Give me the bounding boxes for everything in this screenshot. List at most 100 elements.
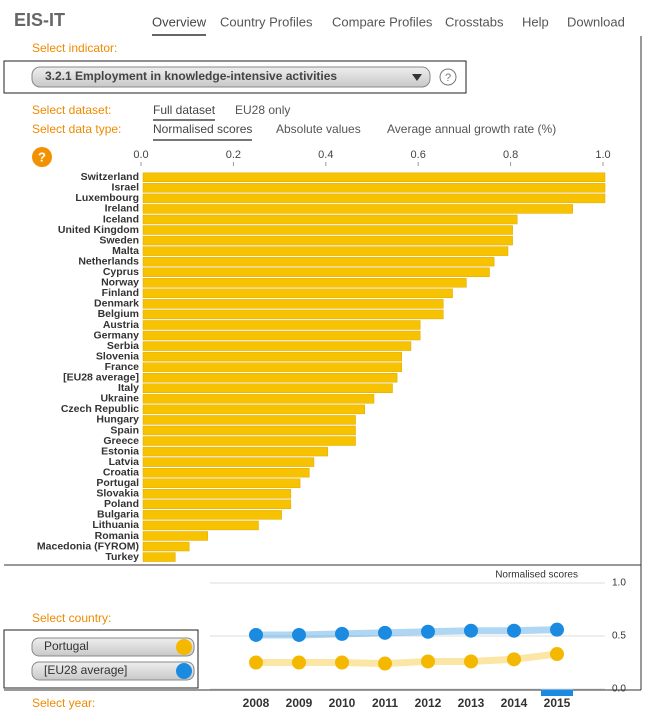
bar[interactable] xyxy=(142,214,518,225)
bar[interactable] xyxy=(142,520,259,531)
x-tick-label[interactable]: 2009 xyxy=(286,696,313,710)
point[interactable] xyxy=(464,623,478,638)
bar[interactable] xyxy=(142,436,356,446)
data-type-option[interactable]: Average annual growth rate (%) xyxy=(387,122,556,136)
category-label: France xyxy=(105,361,140,373)
point[interactable] xyxy=(550,622,564,637)
series-line xyxy=(256,626,558,639)
data-type-option[interactable]: Normalised scores xyxy=(153,122,252,136)
bar[interactable] xyxy=(142,510,282,520)
x-tick-label: 0.8 xyxy=(503,149,518,161)
bar[interactable] xyxy=(142,373,398,383)
point[interactable] xyxy=(378,656,392,671)
bar[interactable] xyxy=(142,425,356,436)
category-label: Cyprus xyxy=(103,266,139,278)
point[interactable] xyxy=(335,626,349,641)
data-type-option[interactable]: Absolute values xyxy=(276,122,361,136)
category-label: Belgium xyxy=(98,308,139,320)
dropdown-arrow xyxy=(412,74,422,81)
bar[interactable] xyxy=(142,552,176,562)
country-name[interactable]: [EU28 average] xyxy=(44,663,127,677)
category-label: Croatia xyxy=(103,466,139,478)
bar[interactable] xyxy=(142,256,495,267)
bar[interactable] xyxy=(142,489,292,499)
indicator-value[interactable]: 3.2.1 Employment in knowledge-intensive … xyxy=(45,69,337,83)
bar[interactable] xyxy=(142,193,606,204)
bar[interactable] xyxy=(142,299,444,309)
help-icon[interactable] xyxy=(439,68,457,86)
x-tick-label: 0.4 xyxy=(318,149,333,161)
bar[interactable] xyxy=(142,415,356,425)
x-tick-label[interactable]: 2010 xyxy=(329,696,356,710)
nav-item[interactable]: Download xyxy=(567,14,625,29)
bar[interactable] xyxy=(142,457,315,467)
country-box xyxy=(3,629,199,689)
bar[interactable] xyxy=(142,172,606,183)
point[interactable] xyxy=(292,627,306,642)
nav-item[interactable]: Country Profiles xyxy=(220,14,313,29)
x-tick-label[interactable]: 2008 xyxy=(243,696,270,710)
nav-item[interactable]: Crosstabs xyxy=(445,14,504,29)
nav-item[interactable]: Help xyxy=(522,14,549,29)
bar[interactable] xyxy=(142,478,301,488)
point[interactable] xyxy=(378,625,392,640)
dataset-option[interactable]: EU28 only xyxy=(235,103,290,117)
point[interactable] xyxy=(335,655,349,670)
bar[interactable] xyxy=(142,404,366,415)
country-label: Select country: xyxy=(32,611,111,625)
x-tick-label[interactable]: 2013 xyxy=(458,696,485,710)
bar[interactable] xyxy=(142,278,467,288)
bar[interactable] xyxy=(142,309,444,320)
x-tick-label[interactable]: 2012 xyxy=(415,696,442,710)
country-name[interactable]: Portugal xyxy=(44,639,89,653)
point[interactable] xyxy=(550,647,564,662)
country-button[interactable] xyxy=(31,637,195,657)
chart-help-icon[interactable] xyxy=(32,147,52,167)
country-color[interactable] xyxy=(176,639,192,655)
point[interactable] xyxy=(292,655,306,670)
country-color[interactable] xyxy=(176,663,192,679)
bar[interactable] xyxy=(142,362,402,372)
x-tick-label[interactable]: 2015 xyxy=(544,696,571,710)
bar[interactable] xyxy=(142,531,208,541)
x-tick-label[interactable]: 2014 xyxy=(501,696,528,710)
bar[interactable] xyxy=(142,499,292,510)
help-icon-text[interactable]: ? xyxy=(445,72,451,84)
point[interactable] xyxy=(507,652,521,667)
bar[interactable] xyxy=(142,267,490,277)
bar[interactable] xyxy=(142,183,606,193)
bar[interactable] xyxy=(142,225,513,235)
category-label: Poland xyxy=(104,498,139,510)
bar[interactable] xyxy=(142,351,402,362)
category-label: Hungary xyxy=(96,414,139,426)
logo[interactable]: EIS-IT xyxy=(14,10,65,30)
bar[interactable] xyxy=(142,235,513,246)
chart-help-text[interactable]: ? xyxy=(38,149,46,164)
nav-item[interactable]: Compare Profiles xyxy=(332,14,433,29)
point[interactable] xyxy=(421,624,435,639)
nav-item[interactable]: Overview xyxy=(152,14,207,29)
bar[interactable] xyxy=(142,467,310,478)
indicator-dropdown[interactable] xyxy=(31,66,431,88)
point[interactable] xyxy=(464,654,478,669)
country-button[interactable] xyxy=(31,661,195,681)
x-tick-label[interactable]: 2011 xyxy=(372,696,398,710)
bar[interactable] xyxy=(142,394,375,404)
dataset-option[interactable]: Full dataset xyxy=(153,103,216,117)
bar[interactable] xyxy=(142,330,421,341)
point[interactable] xyxy=(507,623,521,638)
point[interactable] xyxy=(249,627,263,642)
point[interactable] xyxy=(249,655,263,670)
bar[interactable] xyxy=(142,288,453,299)
indicator-box xyxy=(3,60,467,94)
bar[interactable] xyxy=(142,383,393,393)
point[interactable] xyxy=(421,654,435,669)
bar[interactable] xyxy=(142,341,412,351)
bar[interactable] xyxy=(142,541,190,552)
category-label: United Kingdom xyxy=(58,224,139,236)
bar[interactable] xyxy=(142,446,329,457)
bar[interactable] xyxy=(142,204,573,214)
bar[interactable] xyxy=(142,320,421,330)
bar[interactable] xyxy=(142,246,509,256)
